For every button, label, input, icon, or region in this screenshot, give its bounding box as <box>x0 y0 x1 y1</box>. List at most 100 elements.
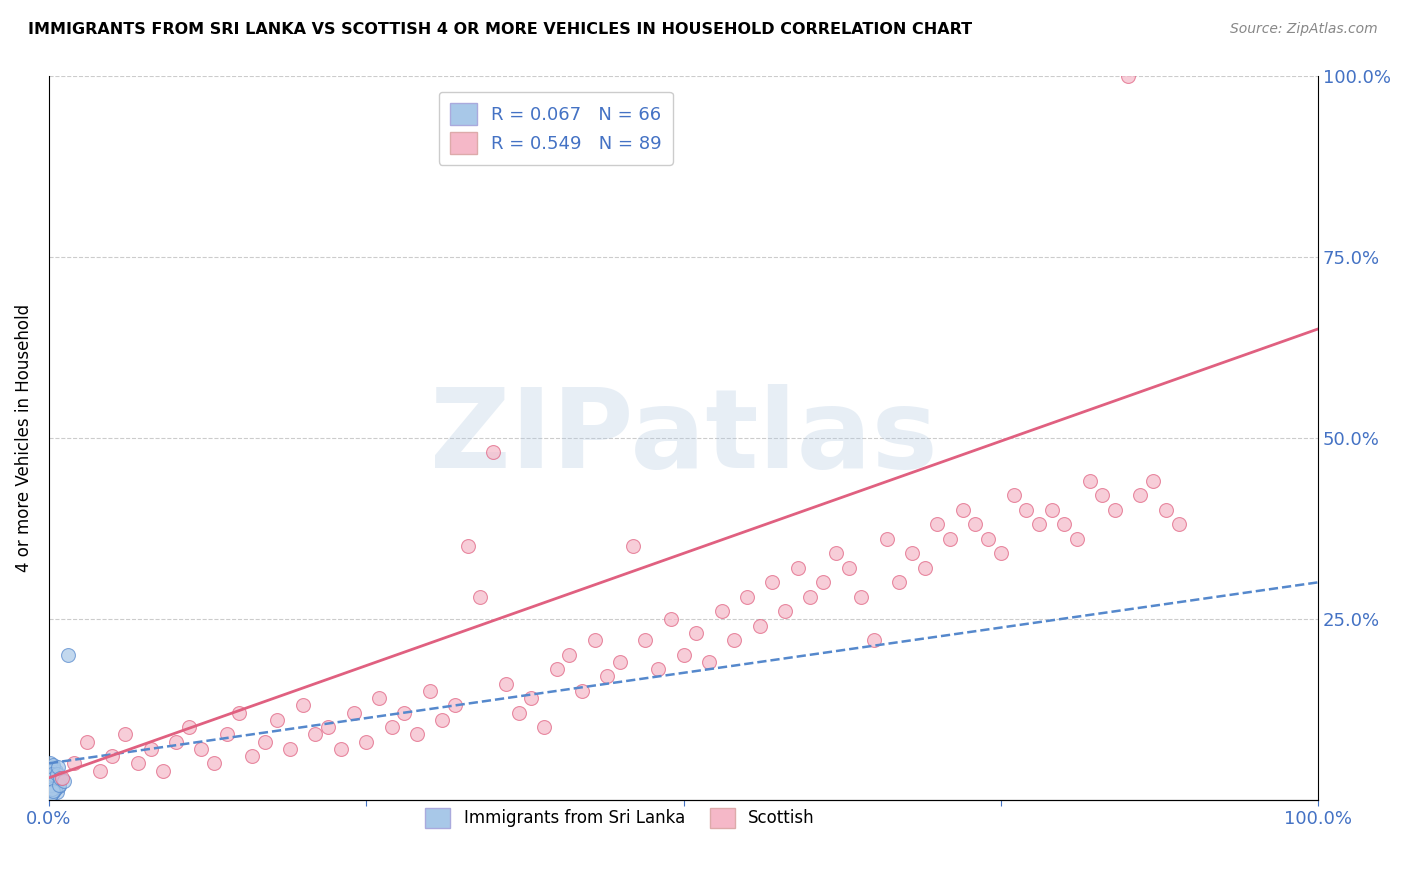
Point <box>799 590 821 604</box>
Point <box>46 774 69 789</box>
Point <box>761 575 783 590</box>
Point <box>457 539 479 553</box>
Point <box>42 757 65 772</box>
Point <box>44 769 66 783</box>
Point <box>39 774 62 789</box>
Point <box>39 781 62 796</box>
Point <box>41 784 63 798</box>
Point <box>1142 474 1164 488</box>
Point <box>253 734 276 748</box>
Point <box>876 532 898 546</box>
Point <box>39 780 62 794</box>
Point <box>76 734 98 748</box>
Point <box>39 784 62 798</box>
Point <box>432 713 454 727</box>
Point <box>41 767 63 781</box>
Point <box>39 778 62 792</box>
Point <box>1078 474 1101 488</box>
Point <box>42 771 65 785</box>
Point <box>44 780 66 794</box>
Point <box>914 561 936 575</box>
Point <box>1167 517 1189 532</box>
Point <box>45 772 67 787</box>
Point <box>1091 488 1114 502</box>
Point <box>1116 69 1139 83</box>
Y-axis label: 4 or more Vehicles in Household: 4 or more Vehicles in Household <box>15 303 32 572</box>
Point <box>38 756 60 771</box>
Point <box>1104 503 1126 517</box>
Point <box>824 546 846 560</box>
Point <box>41 772 63 787</box>
Point <box>558 648 581 662</box>
Point <box>634 633 657 648</box>
Point <box>811 575 834 590</box>
Point <box>1129 488 1152 502</box>
Point <box>48 778 70 792</box>
Point <box>710 604 733 618</box>
Point <box>53 774 76 789</box>
Point <box>368 691 391 706</box>
Point <box>45 764 67 778</box>
Point <box>48 780 70 794</box>
Point <box>38 789 60 803</box>
Point <box>851 590 873 604</box>
Point <box>1066 532 1088 546</box>
Point <box>316 720 339 734</box>
Point <box>1015 503 1038 517</box>
Point <box>1002 488 1025 502</box>
Point <box>1053 517 1076 532</box>
Point <box>190 742 212 756</box>
Point <box>838 561 860 575</box>
Point <box>39 774 62 789</box>
Point <box>38 781 60 796</box>
Point <box>152 764 174 778</box>
Point <box>647 662 669 676</box>
Point <box>39 787 62 801</box>
Point <box>42 778 65 792</box>
Point <box>215 727 238 741</box>
Point <box>482 445 505 459</box>
Point <box>41 762 63 776</box>
Point <box>101 749 124 764</box>
Point <box>42 778 65 792</box>
Point <box>39 771 62 785</box>
Point <box>977 532 1000 546</box>
Text: IMMIGRANTS FROM SRI LANKA VS SCOTTISH 4 OR MORE VEHICLES IN HOUSEHOLD CORRELATIO: IMMIGRANTS FROM SRI LANKA VS SCOTTISH 4 … <box>28 22 972 37</box>
Legend: Immigrants from Sri Lanka, Scottish: Immigrants from Sri Lanka, Scottish <box>419 801 821 835</box>
Point <box>266 713 288 727</box>
Point <box>470 590 492 604</box>
Point <box>46 771 69 785</box>
Point <box>42 780 65 794</box>
Point <box>41 772 63 787</box>
Point <box>127 756 149 771</box>
Point <box>42 774 65 789</box>
Point <box>927 517 949 532</box>
Point <box>329 742 352 756</box>
Point <box>394 706 416 720</box>
Point <box>773 604 796 618</box>
Point <box>278 742 301 756</box>
Point <box>44 774 66 789</box>
Point <box>39 785 62 799</box>
Point <box>520 691 543 706</box>
Point <box>49 771 72 785</box>
Point <box>342 706 364 720</box>
Point <box>44 781 66 796</box>
Text: Source: ZipAtlas.com: Source: ZipAtlas.com <box>1230 22 1378 37</box>
Point <box>735 590 758 604</box>
Text: ZIPatlas: ZIPatlas <box>430 384 938 491</box>
Point <box>39 774 62 789</box>
Point <box>39 764 62 779</box>
Point <box>304 727 326 741</box>
Point <box>939 532 962 546</box>
Point <box>533 720 555 734</box>
Point <box>1028 517 1050 532</box>
Point <box>685 626 707 640</box>
Point <box>41 776 63 790</box>
Point <box>56 648 79 662</box>
Point <box>889 575 911 590</box>
Point <box>39 778 62 792</box>
Point <box>571 684 593 698</box>
Point <box>863 633 886 648</box>
Point <box>228 706 250 720</box>
